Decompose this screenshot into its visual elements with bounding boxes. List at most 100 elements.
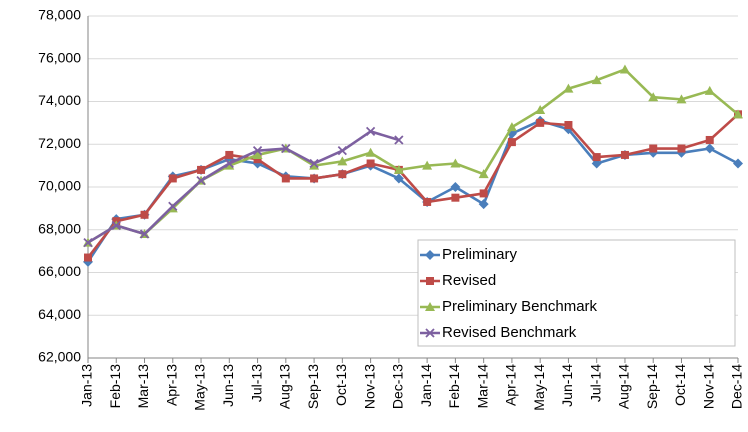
- x-tick-label: Jun-14: [559, 364, 575, 407]
- marker: [619, 64, 630, 74]
- marker: [365, 147, 376, 157]
- x-tick-label: Aug-14: [616, 364, 632, 409]
- marker: [648, 92, 659, 102]
- x-tick-label: Nov-14: [700, 364, 716, 409]
- marker: [733, 158, 743, 169]
- y-tick-label: 70,000: [38, 178, 81, 194]
- marker: [337, 156, 348, 166]
- marker: [338, 170, 347, 179]
- series-line: [86, 113, 739, 259]
- y-tick-label: 62,000: [38, 349, 81, 365]
- marker: [394, 135, 404, 145]
- marker: [564, 121, 573, 130]
- marker: [365, 126, 376, 137]
- y-tick-label: 74,000: [38, 92, 81, 108]
- marker: [676, 94, 687, 104]
- marker: [310, 174, 319, 183]
- legend-label: Revised Benchmark: [442, 324, 577, 341]
- series-line: [87, 130, 400, 244]
- marker: [140, 210, 149, 219]
- x-tick-label: Oct-14: [672, 364, 688, 406]
- marker: [425, 328, 435, 338]
- marker: [479, 189, 488, 198]
- marker: [252, 149, 263, 159]
- marker: [450, 158, 461, 168]
- marker: [705, 135, 714, 144]
- x-tick-label: Jul-13: [248, 364, 264, 402]
- marker: [111, 220, 121, 231]
- legend-box: [417, 239, 736, 347]
- x-tick-label: Jan-13: [79, 364, 95, 407]
- x-tick-label: Sep-14: [644, 364, 660, 409]
- marker: [252, 146, 263, 156]
- legend-label: Preliminary Benchmark: [442, 298, 598, 315]
- marker: [506, 122, 517, 132]
- marker: [535, 105, 546, 115]
- y-tick-label: 78,000: [38, 7, 81, 23]
- marker: [423, 197, 432, 206]
- x-tick-label: May-14: [531, 364, 547, 411]
- marker: [196, 175, 206, 186]
- x-tick-label: Feb-13: [107, 364, 123, 409]
- marker: [309, 158, 319, 169]
- marker: [591, 75, 602, 85]
- marker: [649, 144, 658, 153]
- marker: [309, 160, 320, 170]
- marker: [563, 83, 574, 93]
- marker: [168, 201, 178, 211]
- x-tick-label: Jan-14: [418, 364, 434, 407]
- x-tick-label: Apr-13: [163, 364, 179, 406]
- marker: [733, 109, 743, 119]
- marker: [592, 153, 601, 162]
- marker: [366, 159, 375, 168]
- marker: [563, 124, 574, 135]
- y-tick-label: 68,000: [38, 220, 81, 236]
- y-tick-label: 72,000: [38, 135, 81, 151]
- marker: [197, 165, 206, 174]
- marker: [168, 174, 177, 183]
- marker: [393, 164, 404, 174]
- marker: [253, 155, 262, 164]
- x-tick-label: Nov-13: [361, 364, 377, 409]
- x-tick-label: Feb-14: [446, 364, 462, 409]
- marker: [425, 250, 435, 260]
- marker: [426, 277, 434, 285]
- marker: [337, 146, 347, 156]
- marker: [139, 229, 150, 239]
- marker: [507, 138, 516, 147]
- x-tick-label: May-13: [192, 364, 208, 411]
- marker: [281, 143, 291, 154]
- x-tick-label: Dec-14: [729, 364, 745, 409]
- marker: [425, 302, 435, 311]
- marker: [281, 174, 290, 183]
- legend-label: Preliminary: [442, 246, 518, 263]
- marker: [422, 160, 433, 170]
- x-tick-label: Mar-14: [474, 364, 490, 409]
- x-tick-label: Jun-13: [220, 364, 236, 407]
- marker: [451, 193, 460, 202]
- marker: [704, 143, 715, 154]
- marker: [84, 253, 92, 262]
- x-tick-label: Mar-13: [135, 364, 151, 409]
- x-tick-label: Oct-13: [333, 364, 349, 406]
- marker: [536, 118, 545, 127]
- y-tick-label: 66,000: [38, 263, 81, 279]
- x-tick-label: Aug-13: [277, 364, 293, 409]
- marker: [677, 144, 686, 153]
- marker: [393, 173, 404, 184]
- y-tick-label: 64,000: [38, 306, 81, 322]
- marker: [478, 199, 489, 210]
- series-line: [87, 68, 739, 244]
- x-tick-label: Dec-13: [390, 364, 406, 409]
- x-tick-label: Apr-14: [503, 364, 519, 406]
- marker: [478, 169, 489, 179]
- legend-label: Revised: [442, 272, 496, 289]
- marker: [450, 182, 461, 192]
- marker: [225, 150, 234, 159]
- x-tick-label: Sep-13: [305, 364, 321, 409]
- x-tick-label: Jul-14: [587, 364, 603, 402]
- marker: [620, 150, 629, 159]
- marker: [224, 160, 235, 170]
